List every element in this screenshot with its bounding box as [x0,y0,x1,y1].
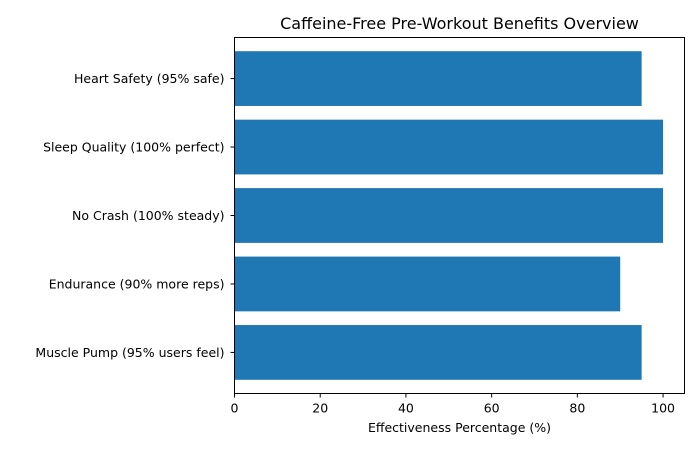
y-tick-label: Muscle Pump (95% users feel) [35,345,224,360]
chart-title: Caffeine-Free Pre-Workout Benefits Overv… [280,14,639,33]
y-tick-label: Heart Safety (95% safe) [74,71,225,86]
bar [234,256,621,312]
plot-frame [234,37,685,394]
x-tick-label: 60 [484,401,500,416]
x-tick-label: 0 [231,401,239,416]
x-tick-label: 80 [569,401,585,416]
x-tick-label: 40 [398,401,414,416]
x-tick-label: 100 [651,401,675,416]
bar [234,119,664,175]
y-tick-label: No Crash (100% steady) [72,208,224,223]
x-axis-label: Effectiveness Percentage (%) [368,420,551,435]
bar [234,51,642,106]
bar [234,188,664,243]
x-tick-label: 20 [312,401,328,416]
y-tick-label: Sleep Quality (100% perfect) [43,140,224,155]
bar [234,325,642,380]
y-tick-label: Endurance (90% more reps) [49,276,225,291]
